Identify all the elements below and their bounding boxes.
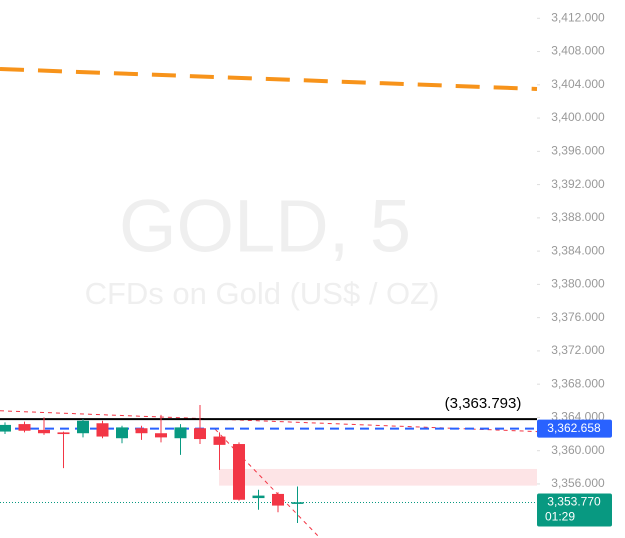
y-tick-label: 3,360.000 bbox=[551, 443, 605, 457]
y-tick-label: 3,356.000 bbox=[551, 476, 605, 490]
candle-body bbox=[57, 432, 70, 435]
price-label: 3,362.658 bbox=[547, 421, 601, 435]
watermark-subtitle: CFDs on Gold (US$ / OZ) bbox=[85, 276, 440, 311]
watermark-title: GOLD, 5 bbox=[119, 185, 411, 268]
last-price-box bbox=[537, 493, 612, 527]
candle-body bbox=[272, 493, 284, 506]
y-tick-label: 3,388.000 bbox=[551, 210, 605, 224]
y-tick-label: 3,408.000 bbox=[551, 44, 605, 58]
candle-body bbox=[252, 495, 265, 499]
candle-body bbox=[77, 420, 89, 434]
candle-body bbox=[38, 429, 50, 434]
candle-body bbox=[116, 427, 128, 439]
candle-body bbox=[18, 424, 31, 431]
zone bbox=[219, 468, 537, 486]
trend-line bbox=[214, 428, 321, 538]
y-tick-label: 3,396.000 bbox=[551, 144, 605, 158]
last-price-label: 3,353.770 bbox=[547, 495, 601, 509]
candle-body bbox=[155, 433, 167, 438]
y-tick-label: 3,380.000 bbox=[551, 277, 605, 291]
y-tick-label: 3,392.000 bbox=[551, 177, 605, 191]
y-tick-label: 3,376.000 bbox=[551, 310, 605, 324]
countdown: 01:29 bbox=[545, 510, 575, 524]
price-box bbox=[537, 419, 612, 438]
y-tick-label: 3,400.000 bbox=[551, 110, 605, 124]
y-tick-label: 3,368.000 bbox=[551, 376, 605, 390]
candle-body bbox=[135, 428, 148, 434]
y-tick-label: 3,384.000 bbox=[551, 243, 605, 257]
level-label: (3,363.793) bbox=[445, 395, 522, 412]
y-tick-label: 3,372.000 bbox=[551, 343, 605, 357]
candle-body bbox=[0, 424, 11, 432]
trend-line bbox=[0, 410, 538, 433]
candle-body bbox=[233, 444, 245, 500]
candle-body bbox=[174, 427, 187, 439]
candle-body bbox=[291, 502, 304, 504]
candle-body bbox=[213, 436, 226, 445]
y-tick-label: 3,404.000 bbox=[551, 77, 605, 91]
candle-body bbox=[96, 423, 109, 437]
y-tick-label: 3,412.000 bbox=[551, 10, 605, 24]
candle-body bbox=[194, 428, 206, 440]
resistance-line bbox=[0, 67, 538, 91]
